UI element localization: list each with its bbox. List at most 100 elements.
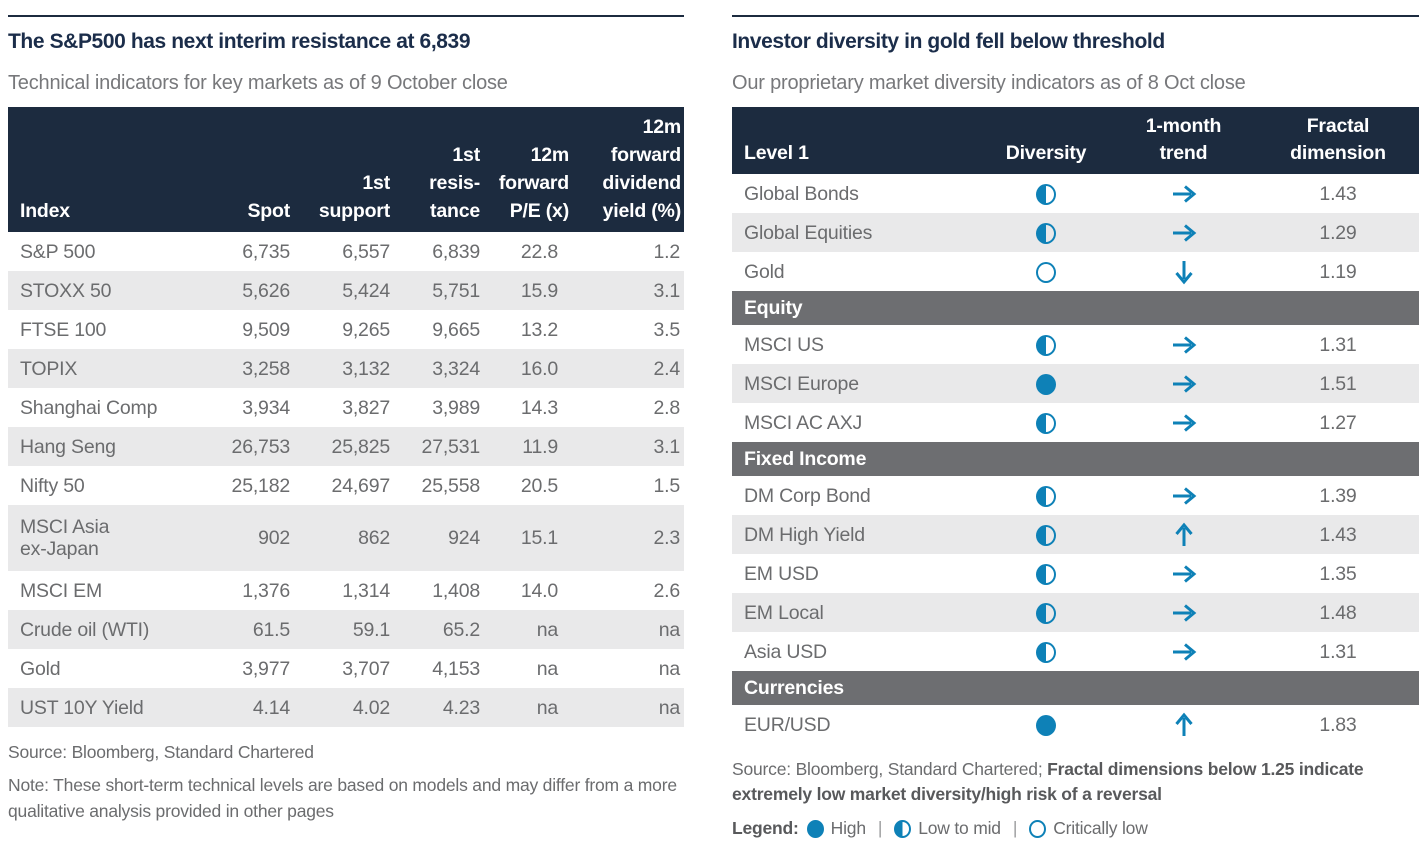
value-cell: 3,989	[432, 396, 480, 419]
value-cell: 1,408	[432, 579, 480, 602]
diversity-cell	[982, 705, 1110, 744]
value-cell: 25,558	[421, 474, 481, 497]
trend-right-icon	[1172, 375, 1196, 393]
value-cell: 6,557	[342, 240, 390, 263]
diversity-cell	[982, 325, 1110, 364]
column-header: Fractal dimension	[1257, 107, 1419, 174]
value-cell: 61.5	[196, 610, 293, 649]
diversity-table-body: Global Bonds 1.43 Global Equities 1.29 Gold 1…	[732, 174, 1419, 744]
diversity-low-mid-icon	[1036, 563, 1056, 585]
value-cell: 15.9	[483, 271, 573, 310]
source-text: Source: Bloomberg, Standard Chartered	[8, 742, 314, 762]
panel-top-rule	[732, 15, 1419, 17]
diversity-high-icon	[1036, 373, 1056, 395]
index-cell: FTSE 100	[20, 318, 107, 341]
asset-label-cell: DM High Yield	[732, 515, 982, 554]
value-cell: 25,182	[231, 474, 291, 497]
value-cell: 6,839	[432, 240, 480, 263]
value-cell: 20.5	[520, 474, 558, 497]
diversity-low-mid-icon	[1036, 222, 1056, 244]
value-cell: 13.2	[520, 318, 558, 341]
asset-label-cell: MSCI AC AXJ	[744, 411, 863, 434]
table-row: Global Equities 1.29	[732, 213, 1419, 252]
column-header: Diversity	[982, 107, 1110, 174]
asset-label-cell: EM Local	[732, 593, 982, 632]
diversity-cell	[982, 554, 1110, 593]
trend-right-icon	[1172, 487, 1196, 505]
value-cell: 9,665	[432, 318, 480, 341]
value-cell: 924	[393, 505, 483, 571]
value-cell: 11.9	[483, 427, 573, 466]
asset-label-cell: Global Bonds	[744, 182, 859, 205]
index-cell: STOXX 50	[8, 271, 196, 310]
value-cell: 2.4	[573, 349, 684, 388]
value-cell: 3.5	[653, 318, 680, 341]
diversity-high-icon	[806, 819, 824, 838]
fractal-dimension-cell: 1.43	[1257, 515, 1419, 554]
asset-label-cell: MSCI US	[744, 333, 824, 356]
table-row: MSCI AC AXJ 1.27	[732, 403, 1419, 442]
diversity-critically-low-icon	[1036, 261, 1056, 283]
trend-up-icon	[1174, 523, 1193, 547]
table-row: Gold 3,977 3,707 4,153 na na	[8, 649, 684, 688]
value-cell: 5,626	[196, 271, 293, 310]
index-cell: MSCI EM	[20, 579, 103, 602]
column-header: 12m forward dividend yield (%)	[573, 107, 684, 232]
table-row: S&P 500 6,735 6,557 6,839 22.8 1.2	[8, 232, 684, 271]
diversity-low-mid-icon	[1036, 602, 1056, 624]
value-cell: 25,825	[293, 427, 393, 466]
trend-up-icon	[1174, 713, 1193, 737]
legend-item-label: Low to mid	[918, 818, 1001, 838]
trend-cell	[1110, 213, 1257, 252]
column-header: Spot	[196, 107, 293, 232]
value-cell: 9,509	[242, 318, 290, 341]
value-cell: 2.3	[573, 505, 684, 571]
value-cell: 3,827	[342, 396, 390, 419]
value-cell: 59.1	[293, 610, 393, 649]
legend-item: Critically low	[1029, 818, 1148, 839]
value-cell: na	[573, 688, 684, 727]
value-cell: 1,376	[242, 579, 290, 602]
table-row: MSCI EM 1,376 1,314 1,408 14.0 2.6	[8, 571, 684, 610]
trend-cell	[1110, 593, 1257, 632]
trend-cell	[1110, 515, 1257, 554]
index-cell: Crude oil (WTI)	[8, 610, 196, 649]
diversity-high-icon	[1036, 714, 1056, 736]
value-cell: 14.3	[520, 396, 558, 419]
page-title: Investor diversity in gold fell below th…	[732, 30, 1165, 53]
diversity-low-mid-icon	[1036, 641, 1056, 663]
diversity-cell	[982, 174, 1110, 213]
column-header: 12m forward P/E (x)	[483, 107, 573, 232]
index-cell: MSCI Asia ex-Japan	[8, 505, 196, 571]
diversity-cell	[982, 476, 1110, 515]
index-cell: TOPIX	[8, 349, 196, 388]
diversity-cell	[982, 213, 1110, 252]
trend-cell	[1110, 252, 1257, 291]
panel-subtitle: Technical indicators for key markets as …	[8, 72, 508, 94]
section-name-cell: Currencies	[732, 671, 1419, 705]
fractal-dimension-cell: 1.31	[1319, 640, 1357, 663]
source-bold: Fractal dimensions below 1.25 indicate e…	[732, 759, 1364, 804]
technical-table-body: S&P 500 6,735 6,557 6,839 22.8 1.2 STOXX 50 5,6…	[8, 232, 684, 727]
value-cell: 24,697	[331, 474, 391, 497]
table-row: Global Bonds 1.43	[732, 174, 1419, 213]
diversity-cell	[982, 364, 1110, 403]
page-title: The S&P500 has next interim resistance a…	[8, 30, 471, 53]
table-row: DM Corp Bond 1.39	[732, 476, 1419, 515]
value-cell: 3.1	[573, 271, 684, 310]
asset-label-cell: EUR/USD	[744, 713, 831, 736]
value-cell: 1.5	[653, 474, 680, 497]
fractal-dimension-cell: 1.35	[1319, 562, 1357, 585]
trend-cell	[1110, 174, 1257, 213]
legend-separator: |	[1012, 818, 1018, 838]
legend: Legend: High | Low to mid | Critically low	[732, 818, 1419, 839]
value-cell: 2.6	[653, 579, 680, 602]
table-header-row: Level 1 Diversity 1-month trend Fractal dim…	[732, 107, 1419, 174]
value-cell: 3,977	[242, 657, 290, 680]
asset-label-cell: EM USD	[744, 562, 819, 585]
table-row: Asia USD 1.31	[732, 632, 1419, 671]
note-text: Note: These short-term technical levels …	[8, 775, 677, 821]
table-row: UST 10Y Yield 4.14 4.02 4.23 na na	[8, 688, 684, 727]
panel-top-rule	[8, 15, 684, 17]
trend-cell	[1110, 554, 1257, 593]
